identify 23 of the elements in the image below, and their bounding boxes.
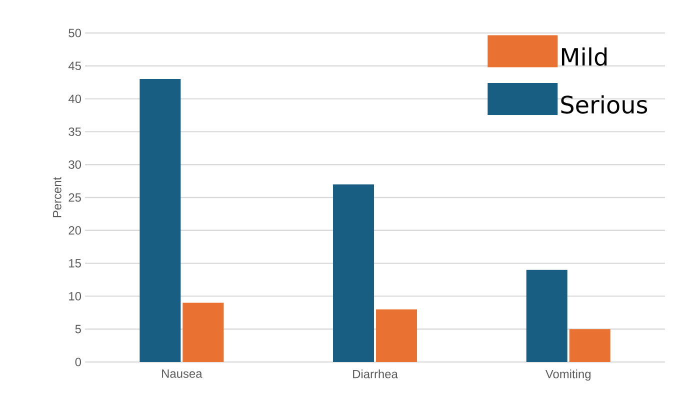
bar	[569, 329, 610, 362]
y-tick-label: 50	[68, 28, 82, 38]
x-tick-label: Diarrhea	[353, 370, 398, 378]
bar	[182, 302, 224, 362]
y-tick-label: 30	[68, 160, 82, 169]
y-tick-label: 20	[68, 226, 82, 235]
bar	[526, 270, 568, 362]
bar	[376, 309, 418, 362]
y-tick-label: 10	[69, 292, 82, 300]
legend-label: Serious	[561, 95, 648, 114]
x-tick-label: Vomiting	[545, 370, 590, 381]
y-tick-label: 0	[75, 358, 82, 366]
y-tick-label: 15	[69, 259, 81, 268]
y-tick-label: 45	[68, 62, 81, 70]
bar	[333, 184, 374, 362]
y-tick-label: 35	[68, 127, 81, 136]
bar	[140, 79, 181, 362]
y-tick-label: 40	[68, 94, 82, 104]
legend-label: Mild	[562, 47, 607, 66]
y-tick-label: 25	[68, 193, 81, 202]
x-tick-label: Nausea	[162, 370, 202, 378]
y-axis-title: Percent	[53, 176, 62, 218]
y-tick-label: 5	[75, 324, 81, 334]
